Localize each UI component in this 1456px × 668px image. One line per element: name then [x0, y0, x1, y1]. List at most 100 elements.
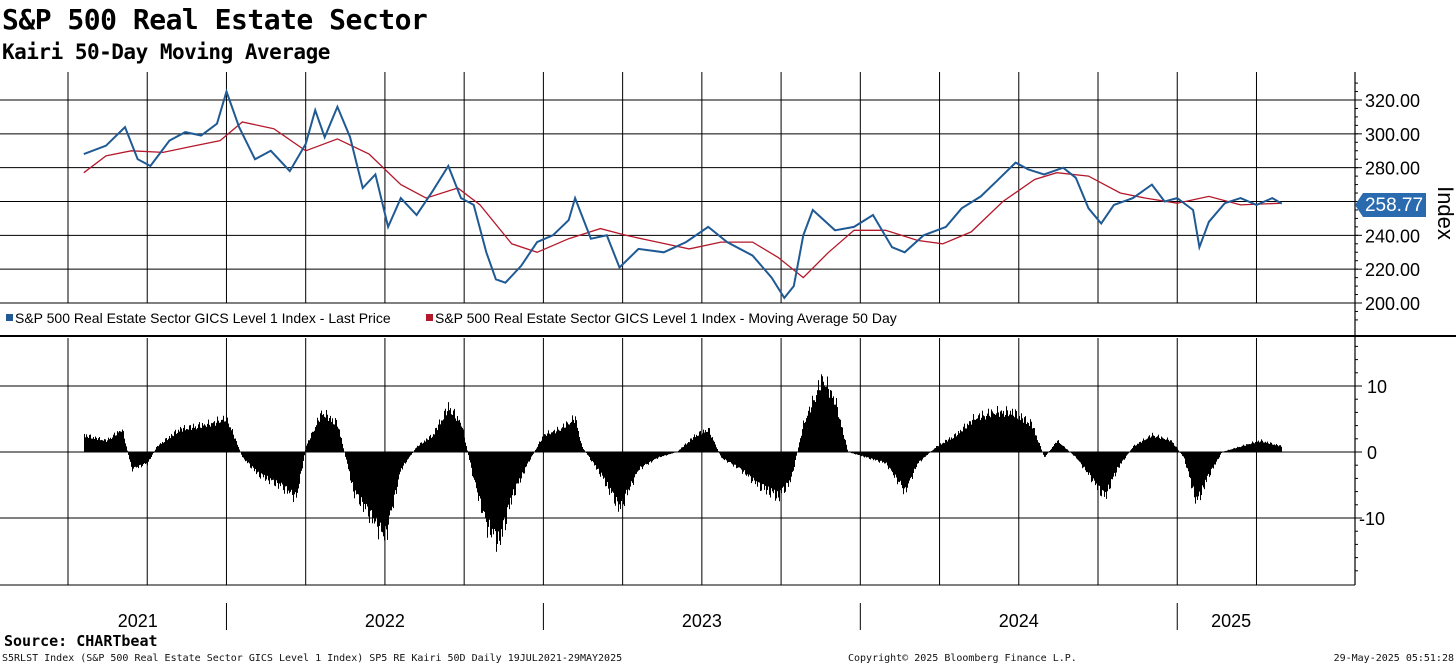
- kairi-bar: [1025, 416, 1026, 452]
- kairi-bar: [878, 452, 879, 462]
- kairi-bar: [390, 452, 391, 511]
- kairi-bar: [1039, 443, 1040, 452]
- kairi-bar: [794, 452, 795, 468]
- kairi-bar: [1248, 444, 1249, 452]
- kairi-bar: [498, 452, 499, 532]
- kairi-bar: [177, 432, 178, 452]
- kairi-bar: [1001, 410, 1002, 452]
- kairi-bar: [446, 415, 447, 452]
- chart-subtitle: Kairi 50-Day Moving Average: [2, 40, 330, 64]
- kairi-bar: [366, 452, 367, 504]
- kairi-bar: [475, 452, 476, 483]
- kairi-bar: [825, 387, 826, 452]
- kairi-bar: [188, 429, 189, 452]
- kairi-bar: [396, 452, 397, 494]
- kairi-bar: [985, 419, 986, 452]
- kairi-bar: [772, 452, 773, 492]
- kairi-bar: [308, 440, 309, 452]
- kairi-bar: [1019, 415, 1020, 452]
- y-axis-label: Index: [1433, 186, 1456, 240]
- kairi-bar: [1162, 437, 1163, 452]
- kairi-bar: [388, 452, 389, 525]
- kairi-bar: [91, 438, 92, 452]
- kairi-bar: [730, 452, 731, 462]
- kairi-bar: [240, 451, 241, 453]
- kairi-bar: [110, 437, 111, 452]
- kairi-bar: [844, 438, 845, 452]
- kairi-bar: [653, 452, 654, 461]
- kairi-bar: [538, 444, 539, 452]
- kairi-bar: [523, 452, 524, 474]
- kairi-bar: [522, 452, 523, 473]
- kairi-bar: [254, 452, 255, 472]
- kairi-bar: [355, 452, 356, 491]
- kairi-bar: [343, 448, 344, 452]
- kairi-bar: [983, 415, 984, 452]
- kairi-bar: [896, 452, 897, 478]
- kairi-bar: [695, 437, 696, 452]
- kairi-bar: [1049, 451, 1050, 452]
- kairi-bar: [978, 415, 979, 452]
- kairi-bar: [419, 445, 420, 452]
- kairi-bar: [96, 437, 97, 452]
- kairi-bar: [966, 428, 967, 452]
- kairi-bar: [114, 432, 115, 452]
- kairi-bar: [587, 452, 588, 455]
- kairi-bar: [125, 443, 126, 452]
- kairi-bar: [1265, 441, 1266, 452]
- kairi-bar: [1141, 442, 1142, 452]
- kairi-bar: [848, 452, 849, 453]
- kairi-bar: [1139, 442, 1140, 452]
- kairi-bar: [170, 438, 171, 452]
- kairi-bar: [761, 452, 762, 491]
- kairi-bar: [94, 439, 95, 452]
- kairi-bar: [327, 414, 328, 452]
- kairi-bar: [483, 452, 484, 511]
- kairi-bar: [421, 442, 422, 452]
- kairi-bar: [1244, 445, 1245, 452]
- kairi-bar: [345, 452, 346, 457]
- kairi-bar: [146, 452, 147, 464]
- kairi-bar: [931, 451, 932, 452]
- kairi-bar: [884, 452, 885, 464]
- kairi-bar: [410, 452, 411, 456]
- kairi-bar: [902, 452, 903, 489]
- kairi-bar: [178, 429, 179, 452]
- kairi-bar: [489, 452, 490, 520]
- kairi-bar: [465, 442, 466, 452]
- kairi-bar: [521, 452, 522, 479]
- kairi-bar: [414, 450, 415, 452]
- legend: S&P 500 Real Estate Sector GICS Level 1 …: [3, 306, 897, 331]
- kairi-bar: [656, 452, 657, 459]
- kairi-bar: [116, 435, 117, 452]
- kairi-bar: [786, 452, 787, 483]
- kairi-bar: [649, 452, 650, 463]
- kairi-bar: [718, 451, 719, 452]
- kairi-bar: [544, 434, 545, 452]
- kairi-bar: [243, 452, 244, 458]
- footer-timestamp: 29-May-2025 05:51:28: [1333, 653, 1454, 664]
- kairi-bar: [505, 452, 506, 531]
- last-value-label: 258.77: [1365, 195, 1423, 216]
- kairi-bar: [142, 452, 143, 466]
- kairi-bar: [1138, 443, 1139, 452]
- kairi-bar: [554, 429, 555, 452]
- kairi-bar: [895, 452, 896, 475]
- kairi-bar: [337, 426, 338, 452]
- kairi-bar: [232, 429, 233, 452]
- kairi-bar: [525, 452, 526, 468]
- kairi-bar: [633, 452, 634, 486]
- kairi-bar: [731, 452, 732, 464]
- kairi-bar: [992, 411, 993, 452]
- kairi-bar: [210, 426, 211, 452]
- kairi-bar: [1080, 452, 1081, 463]
- kairi-bar: [1264, 442, 1265, 452]
- kairi-bar: [834, 404, 835, 452]
- kairi-bar: [298, 452, 299, 489]
- kairi-bar: [502, 452, 503, 537]
- kairi-bar: [441, 420, 442, 452]
- kairi-bar: [248, 452, 249, 463]
- kairi-bar: [84, 433, 85, 452]
- kairi-bar: [728, 452, 729, 462]
- kairi-bar: [1040, 445, 1041, 452]
